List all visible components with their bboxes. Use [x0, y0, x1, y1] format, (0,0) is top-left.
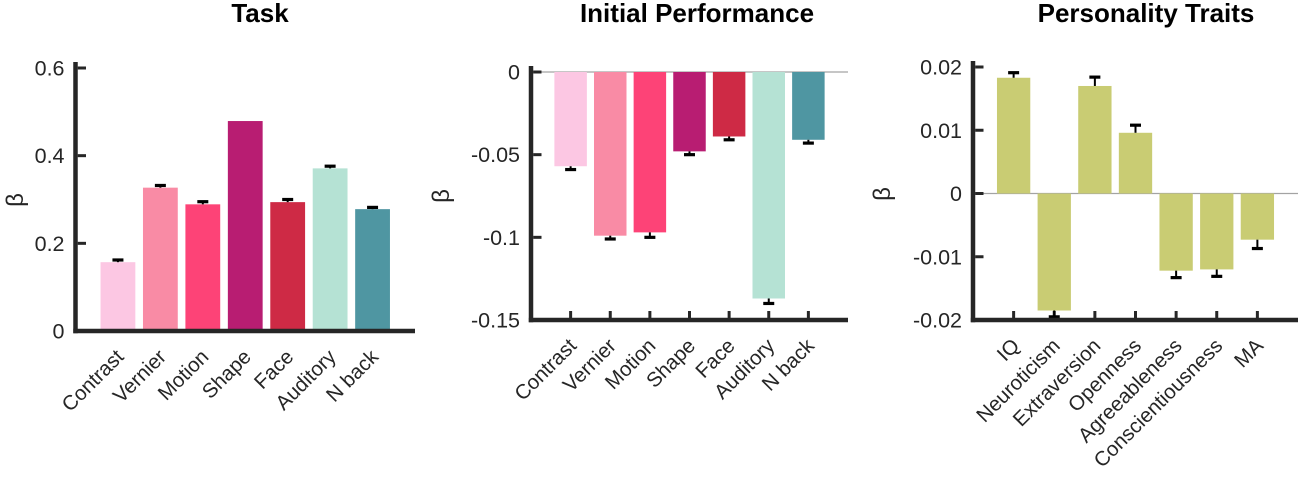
personality-traits-chart: Personality Traits β 0.02 0.01 0 -0.01 -0.02…: [869, 0, 1298, 472]
task-chart: Task β 00.20.40.6ContrastVernierMotionSh…: [2, 0, 415, 416]
x-tick-label-iq: IQ: [993, 334, 1025, 366]
bar-conscientiousness: [1200, 193, 1234, 270]
task-plot-area: 00.20.40.6ContrastVernierMotionShapeFace…: [35, 57, 415, 416]
y-tick-label: 0: [950, 182, 962, 206]
bar-vernier: [142, 187, 178, 331]
x-tick-label-ma: MA: [1230, 334, 1268, 372]
y-tick-label: 0.2: [35, 232, 65, 256]
bar-neuroticism: [1037, 193, 1071, 311]
bar-shape: [673, 72, 706, 152]
bar-motion: [633, 72, 667, 233]
bar-motion: [185, 204, 221, 331]
task-y-axis-label: β: [2, 193, 29, 207]
bar-n-back: [355, 209, 390, 331]
bar-auditory: [312, 168, 348, 331]
bar-auditory: [752, 72, 785, 299]
personality-traits-chart-title: Personality Traits: [1038, 0, 1255, 28]
y-tick-label: 0.6: [35, 57, 65, 81]
task-chart-title: Task: [231, 0, 289, 28]
y-tick-label: -0.1: [483, 226, 520, 250]
personality-traits-plot-area: 0.020.010-0.01-0.02IQNeuroticismExtraver…: [913, 56, 1298, 472]
bar-agreeableness: [1159, 193, 1193, 271]
y-tick-label: -0.01: [913, 245, 962, 269]
personality-traits-y-axis-label: β: [869, 187, 896, 201]
y-tick-label: -0.02: [913, 309, 962, 333]
bar-face: [712, 72, 746, 137]
y-tick-label: 0.02: [920, 56, 962, 80]
bar-contrast: [100, 262, 136, 331]
bar-iq: [996, 77, 1031, 194]
y-tick-label: 0: [508, 61, 520, 85]
bar-shape: [227, 121, 263, 331]
y-tick-label: 0: [53, 320, 65, 344]
bar-vernier: [594, 72, 627, 236]
y-tick-label: -0.05: [471, 143, 520, 167]
initial-performance-chart: Initial Performance β 0-0.05-0.1-0.15Con…: [428, 0, 848, 405]
bar-n-back: [792, 72, 825, 140]
bar-ma: [1240, 193, 1275, 240]
bar-face: [270, 202, 306, 331]
bar-contrast: [554, 72, 587, 167]
y-tick-label: 0.01: [920, 119, 962, 143]
initial-performance-y-axis-label: β: [428, 189, 455, 203]
initial-performance-plot-area: 0-0.05-0.1-0.15ContrastVernierMotionShap…: [471, 61, 848, 405]
x-tick-label-shape: Shape: [198, 345, 256, 403]
y-tick-label: 0.4: [35, 144, 65, 168]
bar-openness: [1118, 132, 1153, 194]
initial-performance-chart-title: Initial Performance: [580, 0, 814, 28]
bar-extraversion: [1078, 85, 1112, 194]
y-tick-label: -0.15: [471, 309, 520, 333]
